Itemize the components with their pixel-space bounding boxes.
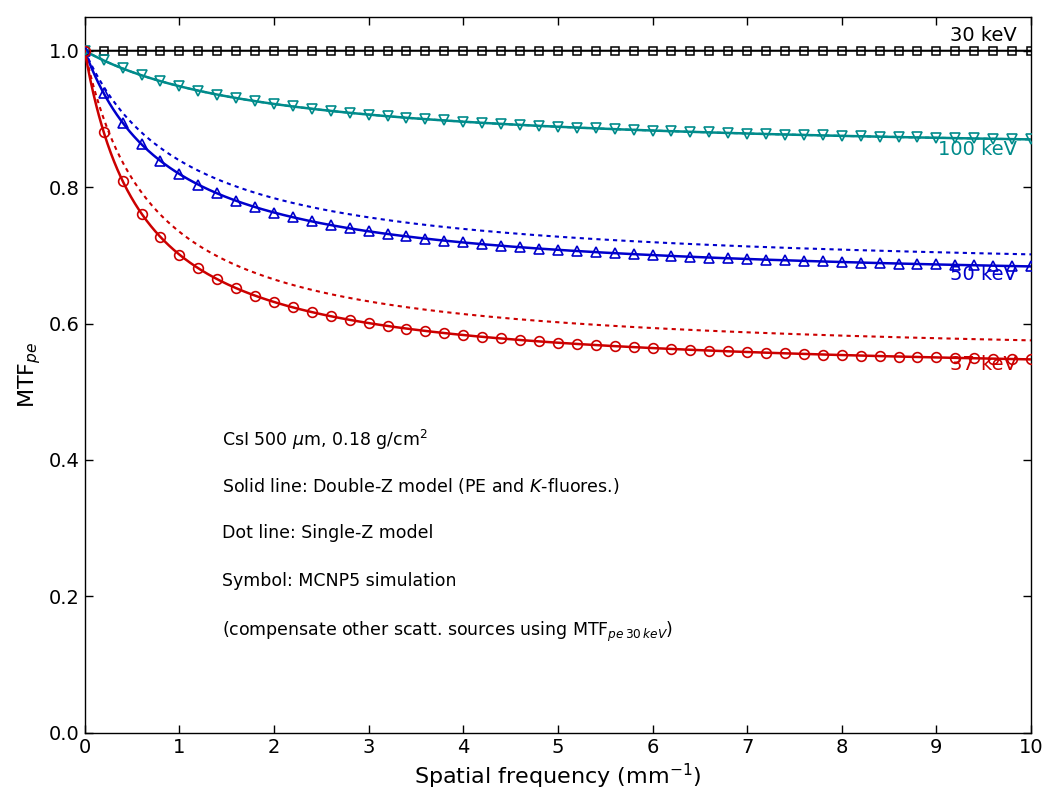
Text: 37 keV: 37 keV <box>950 355 1017 374</box>
Text: 30 keV: 30 keV <box>950 27 1017 45</box>
Text: (compensate other scatt. sources using MTF$_{pe\,30\,keV}$): (compensate other scatt. sources using M… <box>222 621 673 645</box>
Y-axis label: MTF$_{pe}$: MTF$_{pe}$ <box>17 342 43 408</box>
Text: 100 keV: 100 keV <box>938 140 1017 159</box>
Text: Solid line: Double-Z model (PE and $\mathit{K}$-fluores.): Solid line: Double-Z model (PE and $\mat… <box>222 477 619 496</box>
X-axis label: Spatial frequency (mm$^{-1}$): Spatial frequency (mm$^{-1}$) <box>414 762 702 791</box>
Text: CsI 500 $\mu$m, 0.18 g/cm$^2$: CsI 500 $\mu$m, 0.18 g/cm$^2$ <box>222 428 428 452</box>
Text: Symbol: MCNP5 simulation: Symbol: MCNP5 simulation <box>222 572 457 591</box>
Text: 50 keV: 50 keV <box>950 265 1017 284</box>
Text: Dot line: Single-Z model: Dot line: Single-Z model <box>222 524 434 542</box>
